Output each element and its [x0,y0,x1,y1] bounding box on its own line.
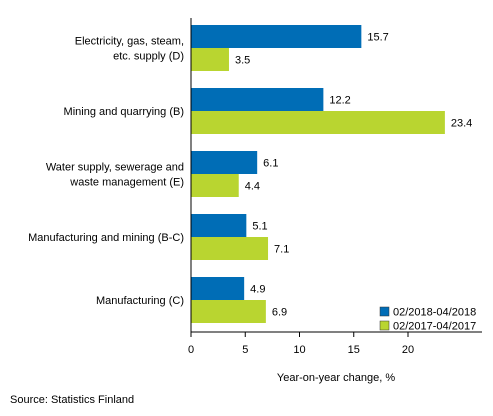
bar-s0-c0 [191,25,362,48]
legend-label-1: 02/2017-04/2017 [393,321,476,333]
legend: 02/2018-04/2018 02/2017-04/2017 [379,306,476,333]
value-label-s1-c3: 7.1 [274,244,289,256]
bar-s0-c4 [191,277,245,300]
bar-s0-c1 [191,88,324,111]
bar-s0-c3 [191,214,247,237]
value-label-s1-c4: 6.9 [272,307,287,319]
value-label-s0-c3: 5.1 [252,221,267,233]
category-label-0-line-0: Electricity, gas, steam, [75,36,184,48]
value-label-s0-c0: 15.7 [367,32,388,44]
category-labels-group: Electricity, gas, steam, etc. supply (D) M… [28,36,184,308]
bar-s1-c2 [191,174,239,197]
value-label-s1-c2: 4.4 [245,181,260,193]
x-axis-label: Year-on-year change, % [277,372,395,384]
x-tick-label-1: 5 [242,344,248,356]
legend-swatch-0 [379,306,390,317]
category-label-1-line-0: Mining and quarrying (B) [64,106,184,118]
x-tick-label-4: 20 [402,344,414,356]
bar-s1-c1 [191,111,445,134]
bar-s1-c0 [191,48,229,71]
bar-s1-c4 [191,300,266,323]
bar-s0-c2 [191,151,258,174]
value-label-s1-c0: 3.5 [235,55,250,67]
value-label-s0-c2: 6.1 [263,158,278,170]
category-label-0-line-1: etc. supply (D) [113,51,184,63]
x-tick-label-2: 10 [293,344,305,356]
value-label-s1-c1: 23.4 [451,118,472,130]
value-label-s0-c1: 12.2 [329,95,350,107]
value-label-s0-c4: 4.9 [250,284,265,296]
category-label-2-line-0: Water supply, sewerage and [46,162,184,174]
value-labels-group: 15.7 3.5 12.2 23.4 6.14.4 5.1 7.1 4.9 6.9 [235,32,472,319]
bar-s1-c3 [191,237,269,260]
x-tick-label-0: 0 [188,344,194,356]
legend-swatch-1 [379,320,390,331]
source-note: Source: Statistics Finland [10,394,134,406]
x-ticks-group: 0 5 10 15 20 [188,332,414,356]
x-tick-label-3: 15 [348,344,360,356]
legend-label-0: 02/2018-04/2018 [393,307,476,319]
category-label-2-line-1: waste management (E) [69,177,184,189]
bars-group [191,25,445,323]
category-label-4-line-0: Manufacturing (C) [96,295,184,307]
category-label-3-line-0: Manufacturing and mining (B-C) [28,232,184,244]
